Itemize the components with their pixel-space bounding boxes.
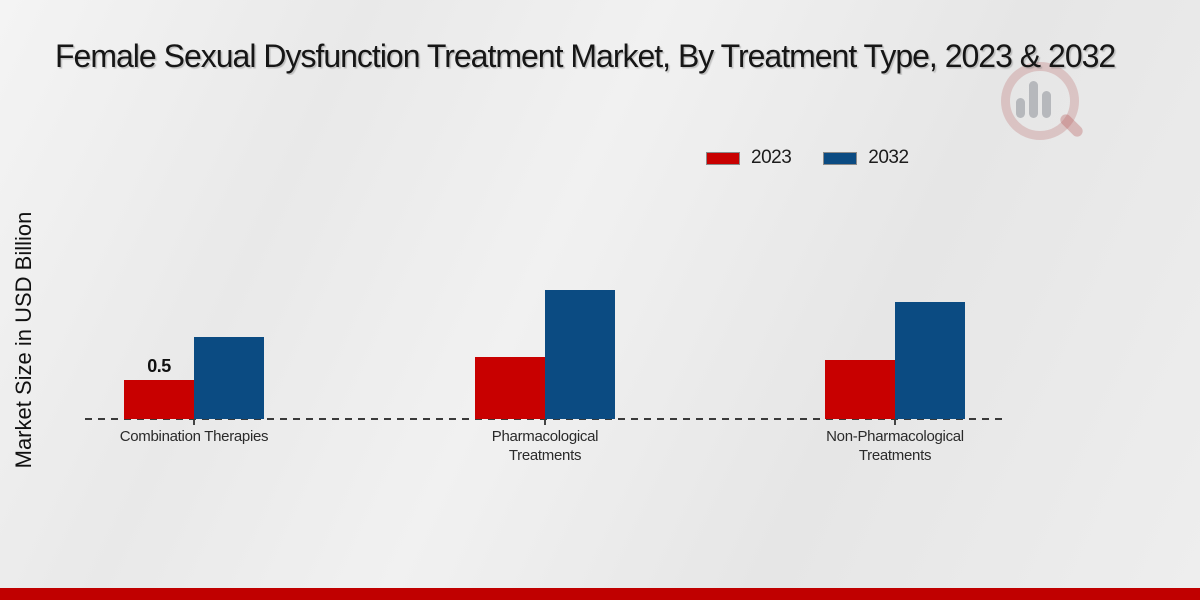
axis-tick [894,420,896,425]
bar-value-label: 0.5 [147,356,171,376]
bar-2032-0 [194,337,264,419]
legend-item-2032: 2032 [823,147,909,169]
legend-label: 2023 [751,147,792,168]
magnifier-ring-icon [1001,62,1079,140]
bar-2032-1 [545,290,615,419]
category-label: Combination Therapies [119,428,269,445]
category-label: Pharmacological Treatments [491,428,599,464]
bar-2023-2 [825,360,895,419]
x-axis-baseline [85,418,1006,420]
magnifier-bar-chart-icon [995,56,1087,148]
legend: 2023 2032 [706,147,909,169]
category-label: Non-Pharmacological Treatments [826,428,964,464]
bar-2023-0 [124,380,194,419]
watermark-bar-icon [1042,91,1051,118]
legend-swatch-icon [823,151,858,165]
axis-tick [193,420,195,425]
bar-2023-1 [475,357,545,419]
legend-item-2023: 2023 [706,147,792,169]
footer-accent-bar [0,588,1200,600]
legend-label: 2032 [868,147,909,168]
chart-title: Female Sexual Dysfunction Treatment Mark… [55,38,1116,74]
watermark-bar-icon [1016,98,1025,118]
bar-2032-2 [895,302,965,419]
legend-swatch-icon [706,151,740,165]
watermark-bar-icon [1029,81,1038,118]
axis-tick [544,420,546,425]
